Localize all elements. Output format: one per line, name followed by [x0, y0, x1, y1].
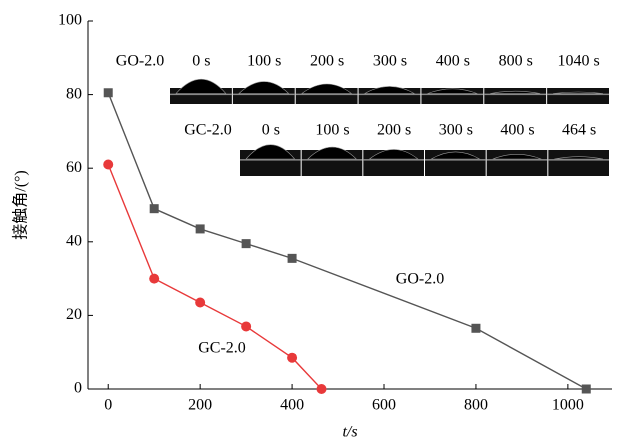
marker: [287, 253, 297, 263]
droplet: [368, 149, 419, 160]
droplet-base: [484, 93, 547, 96]
droplet: [175, 79, 227, 94]
series-annotation: GO-2.0: [396, 271, 444, 288]
inset-time: 0 s: [192, 53, 210, 70]
droplet: [363, 86, 416, 94]
droplet-base: [358, 93, 421, 96]
marker: [241, 239, 251, 249]
droplet-base: [486, 159, 548, 161]
marker: [149, 204, 159, 214]
y-tick-label: 100: [58, 12, 82, 29]
y-tick-label: 20: [66, 306, 82, 323]
droplet: [429, 151, 481, 160]
droplet-base: [363, 159, 424, 161]
inset-time: 100 s: [315, 122, 349, 139]
marker: [103, 88, 113, 98]
inset-label: GC-2.0: [184, 122, 232, 139]
inset-time: 300 s: [373, 53, 407, 70]
y-tick-label: 40: [66, 232, 82, 249]
inset-time: 800 s: [499, 53, 533, 70]
marker: [103, 159, 114, 170]
x-tick-label: 0: [104, 397, 112, 414]
marker: [195, 297, 206, 308]
inset-time: 400 s: [436, 53, 470, 70]
droplet: [492, 154, 542, 160]
inset-time: 200 s: [310, 53, 344, 70]
inset-label: GO-2.0: [116, 53, 164, 70]
y-tick-label: 0: [74, 380, 82, 397]
inset-time: 100 s: [247, 53, 281, 70]
x-axis-label: t/s: [342, 424, 357, 441]
droplet: [300, 83, 353, 94]
marker: [471, 323, 481, 333]
inset-time: 300 s: [439, 122, 473, 139]
marker: [287, 352, 298, 363]
y-tick-label: 80: [66, 85, 82, 102]
droplet-base: [547, 93, 609, 96]
x-tick-label: 1000: [552, 397, 584, 414]
x-tick-label: 400: [280, 397, 304, 414]
x-tick-label: 600: [372, 397, 396, 414]
droplet: [490, 90, 541, 94]
droplet-photo: [486, 150, 548, 176]
y-axis-label: 接触角/(°): [12, 170, 30, 240]
droplet: [238, 81, 290, 94]
droplet-base: [170, 93, 232, 96]
marker: [581, 384, 591, 394]
droplet-photo: [484, 88, 547, 104]
droplet-base: [425, 159, 486, 161]
inset-time: 0 s: [262, 122, 280, 139]
droplet: [427, 88, 478, 94]
marker: [149, 273, 160, 284]
droplet: [554, 156, 604, 160]
series-line: [107, 164, 323, 390]
marker: [195, 224, 205, 234]
droplet-base: [301, 159, 363, 161]
inset-time: 1040 s: [557, 53, 599, 70]
y-tick-label: 60: [66, 159, 82, 176]
droplet-base: [548, 159, 609, 161]
droplet-base: [232, 93, 295, 96]
inset-time: 464 s: [562, 122, 596, 139]
droplet-base: [295, 93, 358, 96]
droplet: [306, 146, 358, 160]
inset-time: 200 s: [377, 122, 411, 139]
droplet-base: [240, 159, 301, 161]
droplet: [553, 91, 604, 94]
droplet-photo: [548, 150, 609, 176]
droplet-base: [421, 93, 484, 96]
inset-time: 400 s: [500, 122, 534, 139]
droplet: [245, 144, 296, 160]
x-tick-label: 200: [188, 397, 212, 414]
series-annotation: GC-2.0: [198, 340, 246, 357]
marker: [241, 321, 252, 332]
x-tick-label: 800: [464, 397, 488, 414]
droplet-photo: [547, 88, 609, 104]
marker: [316, 384, 327, 394]
